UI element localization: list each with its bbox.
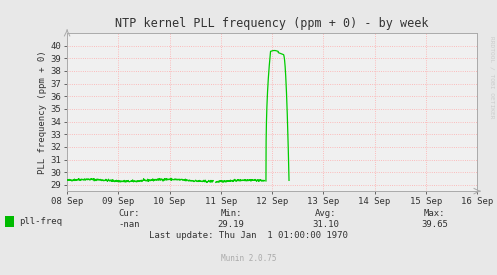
Text: Munin 2.0.75: Munin 2.0.75 xyxy=(221,254,276,263)
Y-axis label: PLL frequency (ppm + 0): PLL frequency (ppm + 0) xyxy=(38,50,47,174)
Text: 29.19: 29.19 xyxy=(218,220,245,229)
Text: Max:: Max: xyxy=(424,209,446,218)
Text: -nan: -nan xyxy=(118,220,140,229)
Text: 39.65: 39.65 xyxy=(421,220,448,229)
Text: RRDTOOL / TOBI OETIKER: RRDTOOL / TOBI OETIKER xyxy=(490,36,495,118)
Text: pll-freq: pll-freq xyxy=(19,217,62,226)
Text: Min:: Min: xyxy=(220,209,242,218)
Text: Cur:: Cur: xyxy=(118,209,140,218)
Title: NTP kernel PLL frequency (ppm + 0) - by week: NTP kernel PLL frequency (ppm + 0) - by … xyxy=(115,17,429,31)
Text: Last update: Thu Jan  1 01:00:00 1970: Last update: Thu Jan 1 01:00:00 1970 xyxy=(149,231,348,240)
Text: Avg:: Avg: xyxy=(315,209,336,218)
Text: 31.10: 31.10 xyxy=(312,220,339,229)
